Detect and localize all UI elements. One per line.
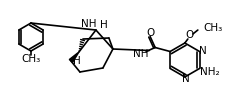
- Text: O: O: [145, 28, 154, 38]
- Text: NH: NH: [81, 19, 96, 29]
- Text: H: H: [73, 56, 80, 66]
- Polygon shape: [69, 52, 79, 62]
- Text: N: N: [198, 45, 205, 56]
- Text: NH: NH: [133, 48, 148, 58]
- Text: NH₂: NH₂: [199, 68, 218, 78]
- Text: CH₃: CH₃: [203, 23, 222, 33]
- Text: N: N: [181, 74, 189, 84]
- Text: H: H: [100, 20, 107, 30]
- Text: CH₃: CH₃: [21, 54, 40, 64]
- Text: O: O: [185, 30, 193, 40]
